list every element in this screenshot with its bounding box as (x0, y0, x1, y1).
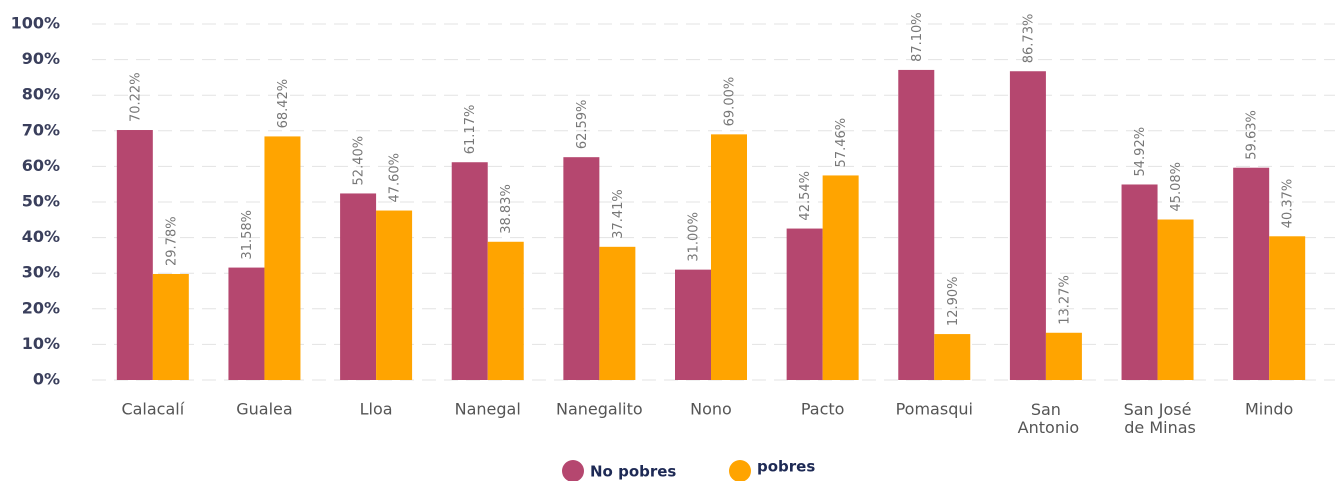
y-tick-label: 60% (22, 156, 60, 175)
value-label: 31.58% (240, 210, 255, 260)
legend-label: No pobres (590, 463, 676, 481)
bar (786, 228, 823, 380)
bar (152, 273, 189, 380)
value-label: 38.83% (499, 184, 514, 234)
y-tick-label: 100% (11, 14, 60, 33)
x-tick-label: San José de Minas (1119, 400, 1196, 437)
y-tick-label: 0% (33, 370, 60, 389)
bar (711, 134, 747, 380)
value-label: 87.10% (910, 12, 925, 62)
value-label: 57.46% (834, 118, 849, 168)
x-tick-label: Mindo (1245, 400, 1293, 419)
legend-label: pobres (757, 458, 815, 476)
bar (1233, 167, 1270, 380)
value-label: 40.37% (1281, 179, 1296, 229)
value-label: 68.42% (276, 79, 291, 129)
y-tick-label: 40% (22, 227, 60, 246)
value-label: 69.00% (723, 77, 738, 127)
y-tick-label: 90% (22, 49, 60, 68)
bar (898, 69, 935, 380)
value-label: 12.90% (946, 276, 961, 326)
x-tick-label: Nanegalito (556, 400, 643, 419)
y-tick-label: 10% (22, 334, 60, 353)
x-tick-label: San Antonio (1013, 400, 1080, 437)
y-tick-label: 70% (22, 120, 60, 139)
value-label: 31.00% (687, 212, 702, 262)
value-label: 13.27% (1057, 275, 1072, 325)
y-tick-label: 50% (22, 192, 60, 211)
value-label: 86.73% (1021, 14, 1036, 64)
value-label: 42.54% (798, 171, 813, 221)
x-tick-label: Pomasqui (896, 400, 973, 419)
bar (1121, 184, 1158, 380)
bar (1009, 71, 1046, 380)
legend-swatch (729, 460, 751, 481)
value-label: 47.60% (388, 153, 403, 203)
y-tick-label: 20% (22, 298, 60, 317)
bar (451, 162, 488, 380)
value-label: 54.92% (1133, 127, 1148, 177)
value-label: 52.40% (352, 136, 367, 186)
x-tick-label: Nono (690, 400, 732, 419)
bar (487, 241, 524, 380)
value-label: 59.63% (1245, 110, 1260, 160)
x-tick-label: Calacalí (121, 400, 184, 419)
bar (1269, 236, 1306, 380)
bar (264, 136, 301, 380)
bar (563, 157, 600, 380)
bar (934, 334, 971, 380)
x-tick-label: Pacto (801, 400, 845, 419)
value-label: 45.08% (1169, 162, 1184, 212)
bar (376, 210, 413, 380)
bar (228, 267, 265, 380)
value-label: 70.22% (128, 72, 143, 122)
value-label: 61.17% (463, 105, 478, 155)
x-tick-label: Nanegal (455, 400, 521, 419)
bar (116, 130, 153, 380)
x-tick-label: Lloa (360, 400, 393, 419)
x-tick-label: Gualea (236, 400, 292, 419)
value-label: 37.41% (611, 189, 626, 239)
value-label: 62.59% (575, 100, 590, 150)
y-tick-label: 80% (22, 85, 60, 104)
bar (1157, 219, 1194, 380)
value-label: 29.78% (164, 216, 179, 266)
legend-swatch (562, 460, 584, 481)
bar (599, 246, 636, 380)
bar (822, 175, 859, 380)
y-tick-label: 30% (22, 263, 60, 282)
bar (1045, 332, 1082, 380)
bar (340, 193, 377, 380)
bar (675, 269, 711, 380)
